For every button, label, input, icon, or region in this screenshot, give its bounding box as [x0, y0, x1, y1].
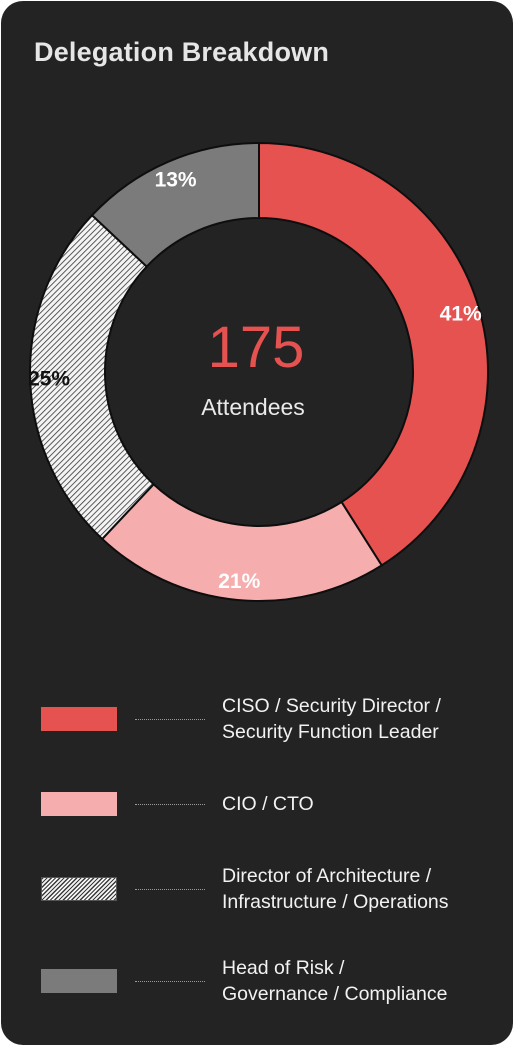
- legend-connector: [135, 804, 205, 805]
- slice-label-ciso-security-director-security-function-leader: 41%: [440, 302, 482, 325]
- slice-head-of-risk-governance-compliance: [90, 141, 260, 268]
- slice-director-of-architecture-infrastructure-operations: [29, 213, 155, 541]
- chart-title: Delegation Breakdown: [34, 37, 330, 67]
- legend-connector: [135, 981, 205, 982]
- legend-label: CISO / Security Director / Security Funct…: [222, 693, 502, 745]
- legend-label-line: Head of Risk /: [222, 957, 345, 979]
- attendee-count: 175: [208, 315, 305, 380]
- slice-label-cio-cto: 21%: [218, 570, 260, 593]
- donut-slice-labels: 41% 21% 25% 13%: [28, 168, 482, 593]
- legend-label-line: Governance / Compliance: [222, 983, 448, 1005]
- legend-label-line: Director of Architecture /: [222, 865, 432, 887]
- attendee-label: Attendees: [201, 394, 305, 420]
- slice-label-head-of-risk-governance-compliance: 13%: [155, 168, 197, 191]
- slice-label-director-of-architecture-infrastructure-operations: 25%: [28, 368, 70, 391]
- legend-swatch: [41, 969, 117, 993]
- legend-swatch: [41, 877, 117, 901]
- legend-label: Director of Architecture / Infrastructure…: [222, 863, 502, 915]
- legend-connector: [135, 889, 205, 890]
- slice-ciso-security-director-security-function-leader: [258, 141, 489, 567]
- donut-chart: 41% 21% 25% 13% 175 Attendees: [28, 141, 489, 602]
- legend-label-line: CISO / Security Director /: [222, 695, 441, 717]
- legend-connector: [135, 719, 205, 720]
- legend-swatch: [41, 792, 117, 816]
- legend-label-line: Security Function Leader: [222, 721, 439, 743]
- legend-label-line: Infrastructure / Operations: [222, 891, 449, 913]
- legend-label: Head of Risk / Governance / Compliance: [222, 955, 502, 1007]
- legend-swatch: [41, 707, 117, 731]
- donut-slices: [29, 141, 489, 602]
- legend-label: CIO / CTO: [222, 791, 502, 817]
- legend-label-line: CIO / CTO: [222, 793, 314, 815]
